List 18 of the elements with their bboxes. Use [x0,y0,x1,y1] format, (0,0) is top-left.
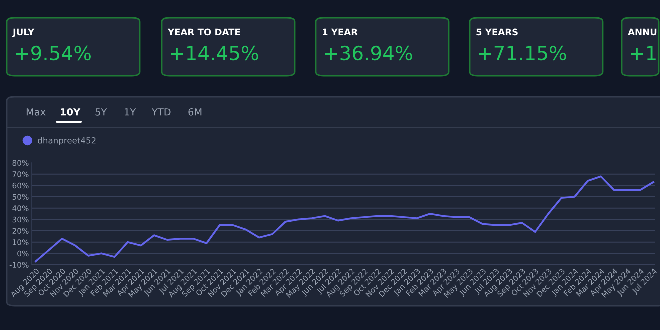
text: ANNU [628,28,657,36]
text: Max [26,108,46,116]
text: 5 YEARS [476,28,518,36]
text: 1Y [125,108,136,116]
text: 10Y [61,108,81,116]
text: JULY [12,28,35,38]
text: 6M [188,108,202,116]
text: +14.45% [171,46,258,61]
text: YEAR TO DATE [168,28,240,36]
text: +1 [631,46,656,60]
text: +36.94% [325,46,412,61]
line-series [35,176,655,263]
text: 5Y [96,108,108,116]
text: +71.15% [479,46,566,61]
text: +9.54% [16,46,91,61]
text: YTD [152,108,171,116]
legend-label: dhanpreet452 [38,137,96,146]
text: 1 YEAR [323,28,358,36]
